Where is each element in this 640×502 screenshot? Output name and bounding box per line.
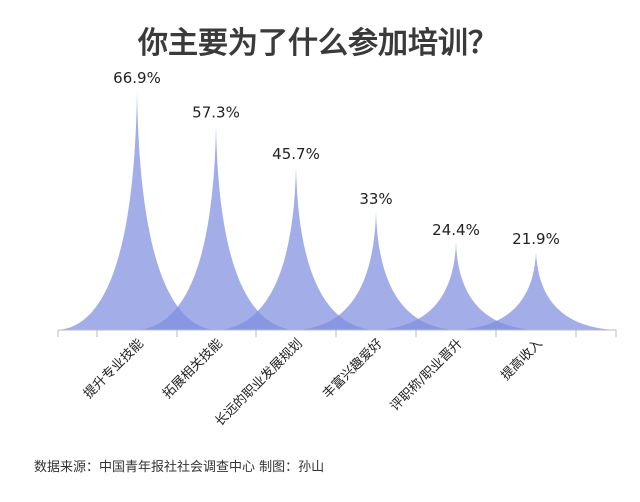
x-axis xyxy=(57,329,617,337)
value-labels: 66.9% 57.3% 45.7% 33% 24.4% 21.9% xyxy=(113,69,560,248)
chart-title: 你主要为了什么参加培训？ xyxy=(137,26,498,61)
value-label-4: 33% xyxy=(359,190,392,208)
category-label-4: 丰富兴趣爱好 xyxy=(319,336,385,402)
peak-2 xyxy=(136,125,296,330)
value-label-3: 45.7% xyxy=(272,145,320,163)
peak-5 xyxy=(376,242,536,330)
peak-1 xyxy=(57,91,217,330)
category-label-3: 长远的职业发展规划 xyxy=(212,336,306,430)
value-label-5: 24.4% xyxy=(432,221,480,239)
peak-3 xyxy=(216,166,376,330)
category-label-2: 拓展相关技能 xyxy=(160,336,226,402)
peaks-layer xyxy=(57,91,616,330)
category-label-1: 提升专业技能 xyxy=(80,336,146,402)
value-label-6: 21.9% xyxy=(512,230,560,248)
data-source-note: 数据来源：中国青年报社社会调查中心 制图：孙山 xyxy=(34,459,324,475)
value-label-1: 66.9% xyxy=(113,69,161,87)
category-label-6: 提高收入 xyxy=(498,336,546,384)
value-label-2: 57.3% xyxy=(192,103,240,121)
peak-6 xyxy=(456,251,616,330)
peak-4 xyxy=(296,212,456,330)
category-label-5: 评职称/职业晋升 xyxy=(388,336,466,414)
